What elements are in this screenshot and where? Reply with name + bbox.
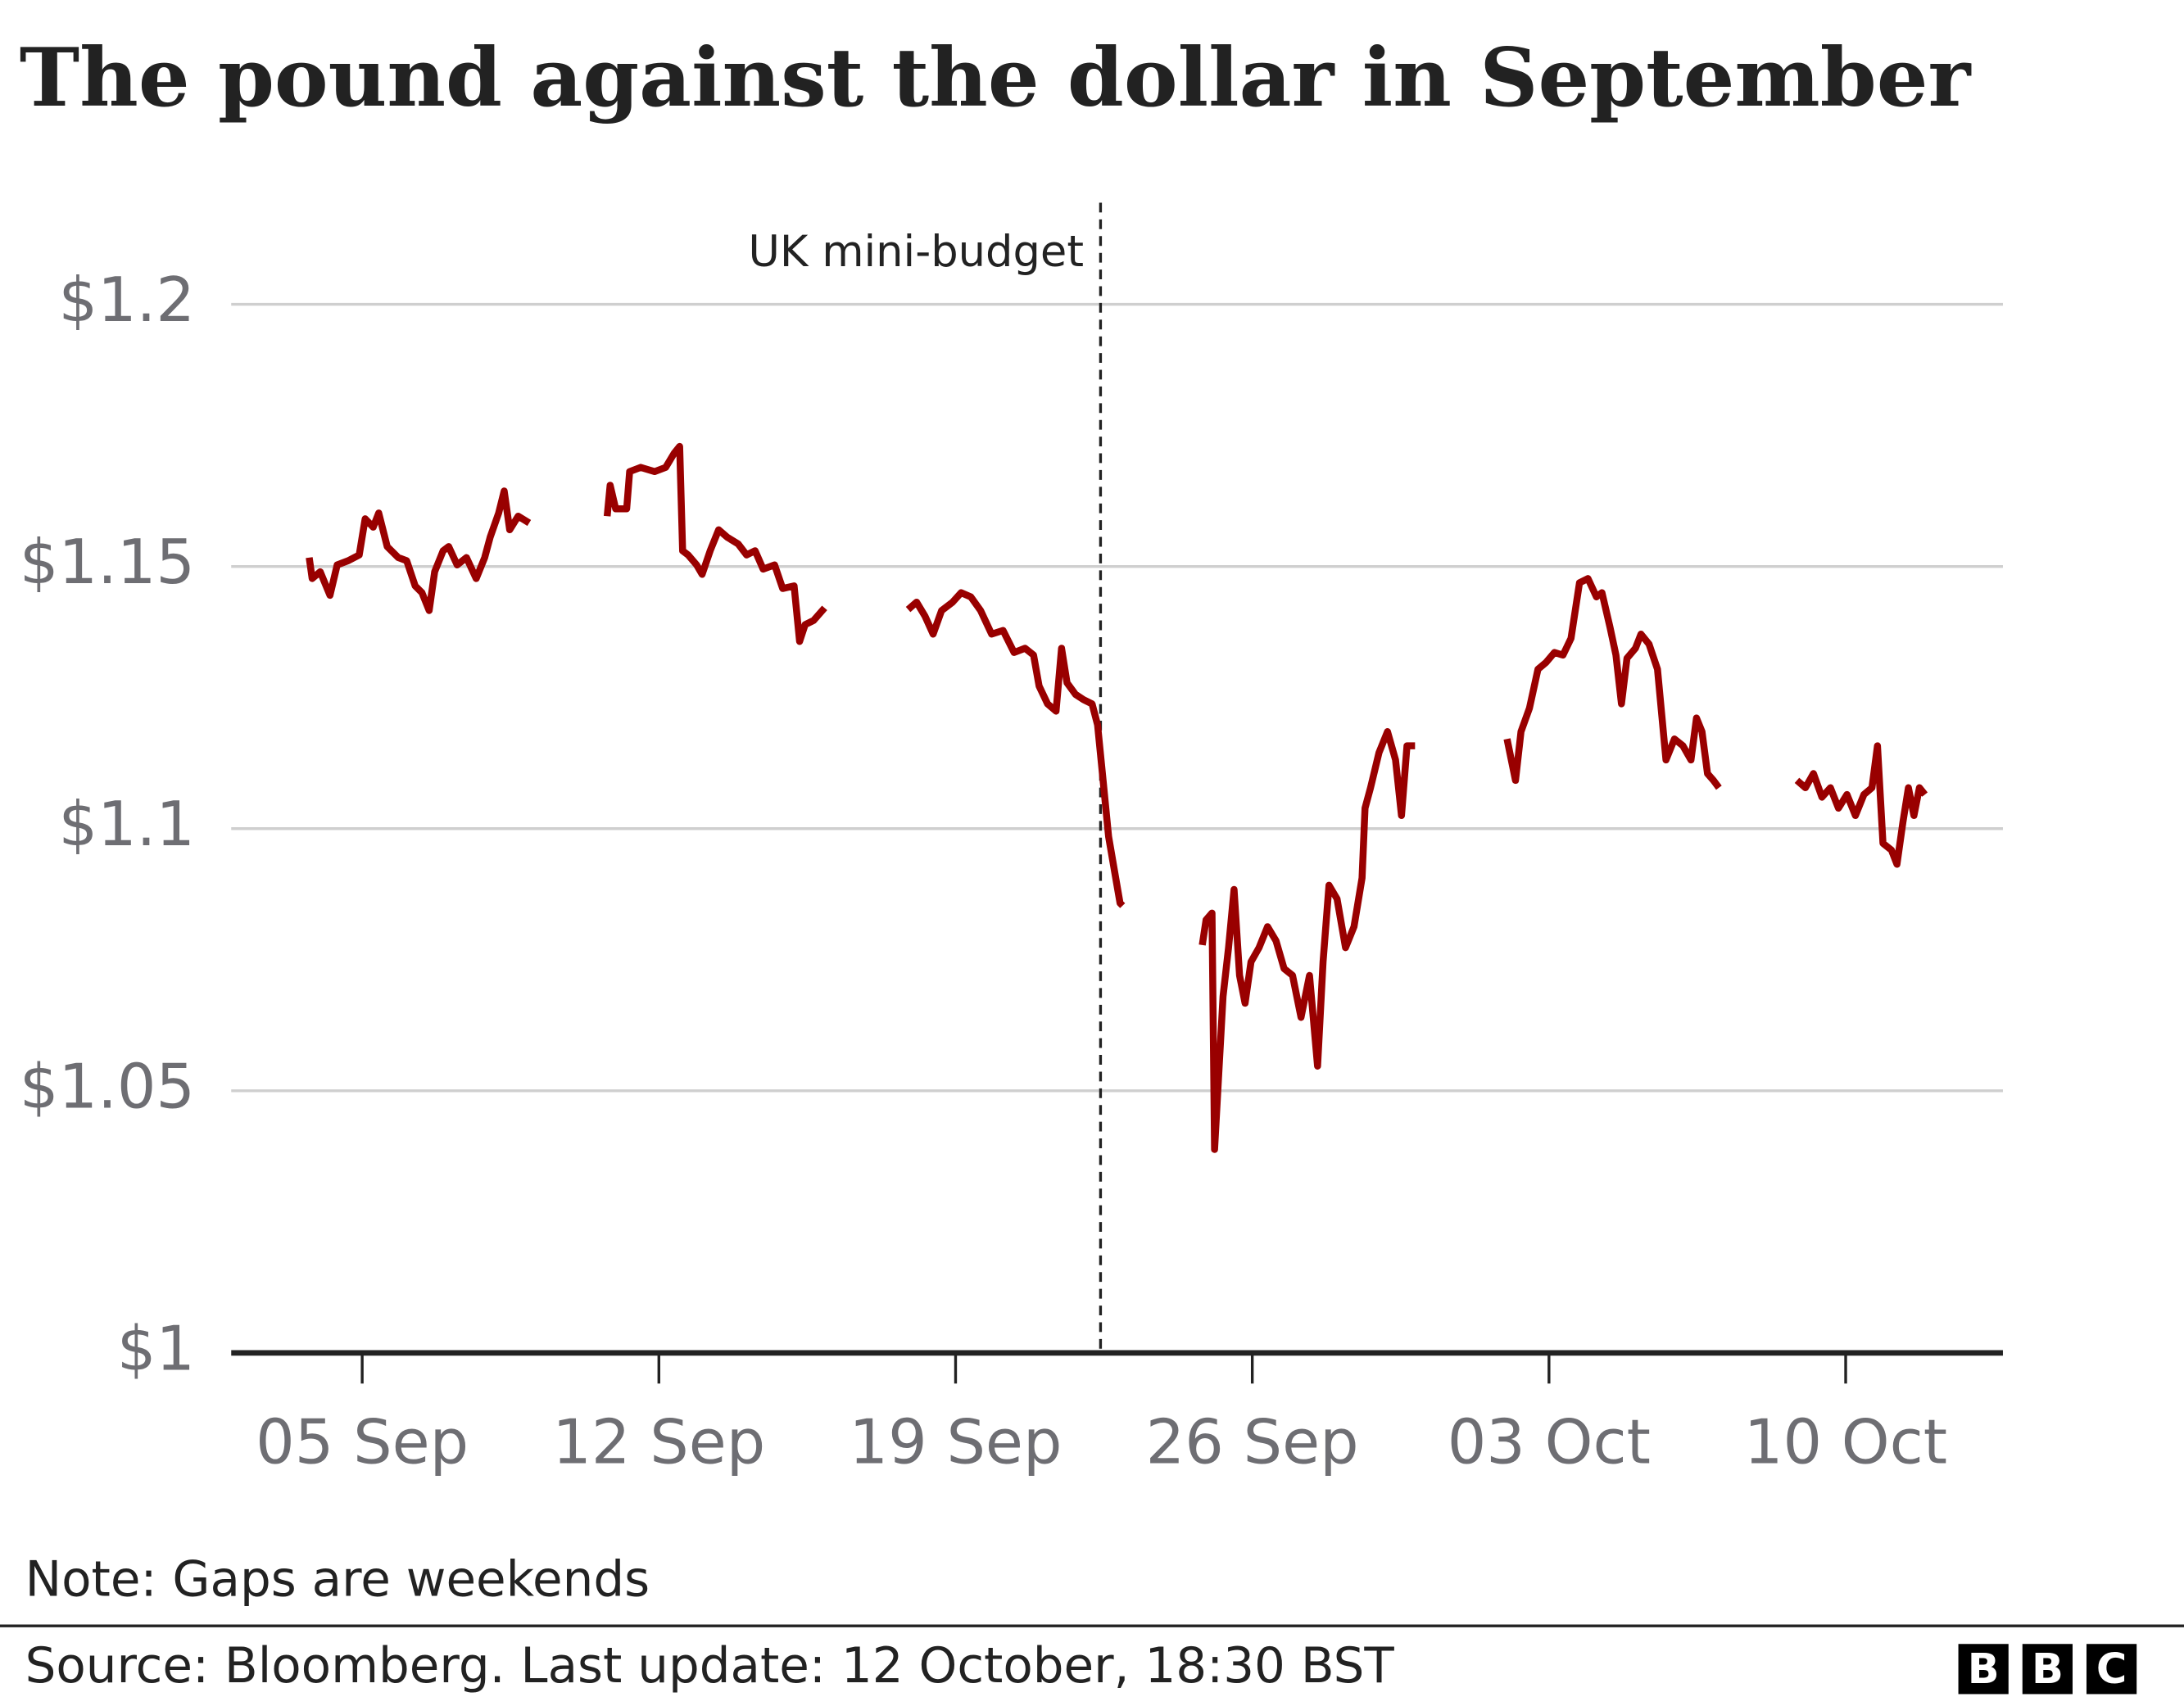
y-tick-label: $1.05 <box>20 1051 195 1122</box>
x-tick-label: 03 Oct <box>1448 1406 1651 1477</box>
annotation-label: UK mini-budget <box>748 227 1084 277</box>
logo-letter: B <box>1968 1645 2000 1694</box>
x-tick-label: 05 Sep <box>256 1406 469 1477</box>
logo-box <box>2086 1644 2137 1695</box>
y-tick-label: $1 <box>117 1313 195 1384</box>
x-tick-label: 26 Sep <box>1146 1406 1359 1477</box>
logo-letter: C <box>2096 1645 2127 1694</box>
price-line <box>306 442 1928 1153</box>
y-tick-label: $1.2 <box>58 265 195 336</box>
note: Note: Gaps are weekends <box>25 1552 650 1609</box>
logo-box <box>2022 1644 2073 1695</box>
x-tick-label: 19 Sep <box>850 1406 1063 1477</box>
y-tick-label: $1.1 <box>58 789 195 860</box>
logo-box <box>1958 1644 2009 1695</box>
y-tick-label: $1.15 <box>20 527 195 598</box>
logo-letter: B <box>2032 1645 2064 1694</box>
x-tick-label: 10 Oct <box>1744 1406 1947 1477</box>
x-tick-label: 12 Sep <box>552 1406 765 1477</box>
chart-title: The pound against the dollar in Septembe… <box>20 30 1972 125</box>
source: Source: Bloomberg. Last update: 12 Octob… <box>25 1638 1395 1695</box>
